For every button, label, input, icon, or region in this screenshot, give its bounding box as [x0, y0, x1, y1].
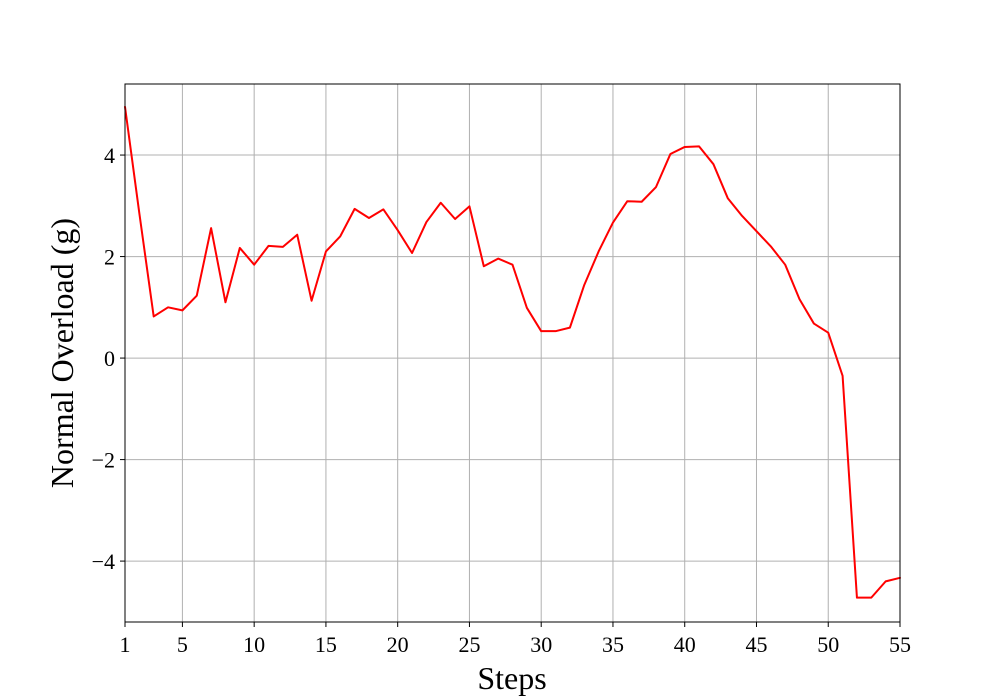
y-tick-label: 2: [104, 245, 115, 270]
y-tick-label: 4: [104, 143, 115, 168]
y-axis: −4 −2 0 2 4: [92, 143, 125, 574]
y-axis-label: Normal Overload (g): [44, 218, 80, 488]
x-tick-label: 40: [674, 632, 696, 657]
y-tick-label: −4: [92, 549, 115, 574]
x-tick-label: 10: [243, 632, 265, 657]
x-axis-label: Steps: [477, 660, 546, 696]
plot-frame: [124, 83, 901, 623]
series-layer: [124, 105, 901, 599]
y-tick-label: 0: [104, 346, 115, 371]
x-tick-label: 35: [602, 632, 624, 657]
x-tick-label: 50: [817, 632, 839, 657]
series-line: [124, 105, 901, 599]
x-tick-label: 15: [315, 632, 337, 657]
x-tick-label: 45: [745, 632, 767, 657]
x-tick-label: 1: [120, 632, 131, 657]
x-tick-label: 25: [458, 632, 480, 657]
x-tick-label: 55: [889, 632, 911, 657]
x-axis: 1 5 10 15 20 25 30 35 40 45 50 55: [120, 622, 911, 657]
y-tick-label: −2: [92, 448, 115, 473]
x-tick-label: 30: [530, 632, 552, 657]
x-tick-label: 20: [387, 632, 409, 657]
x-tick-label: 5: [177, 632, 188, 657]
